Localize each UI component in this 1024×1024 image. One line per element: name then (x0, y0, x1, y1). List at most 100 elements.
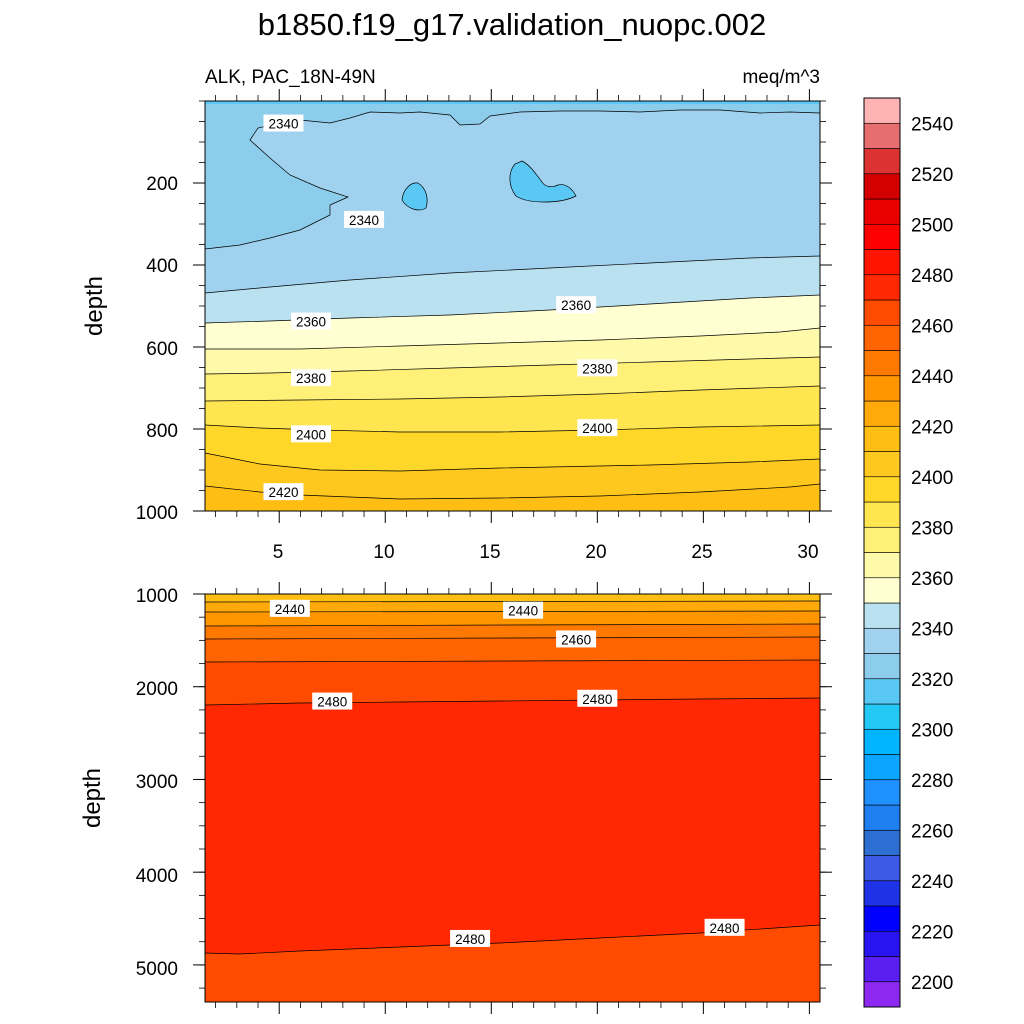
colorbar-tick-label: 2520 (911, 165, 953, 186)
top-xtick-label: 15 (479, 542, 500, 563)
top-ytick-label: 600 (146, 339, 178, 360)
bottom-ytick-label: 1000 (136, 586, 178, 607)
contour-label-text: 2360 (561, 298, 591, 313)
top-ytick-label: 400 (146, 256, 178, 277)
colorbar-box (863, 703, 901, 730)
top-panel: 2340 2340 2360 2360 2380 2380 2400 2400 2420 200… (81, 89, 832, 563)
subtitle-left: ALK, PAC_18N-49N (205, 67, 376, 88)
colorbar-tick-label: 2440 (911, 367, 953, 388)
contour-label: 2440 (503, 601, 544, 619)
contour-label-text: 2440 (508, 604, 538, 619)
contour-label: 2340 (263, 114, 304, 132)
chart-title: b1850.f19_g17.validation_nuopc.002 (258, 7, 767, 42)
colorbar-tick-label: 2480 (911, 266, 953, 287)
top-xtick-label: 5 (273, 542, 284, 563)
contour-label: 2480 (450, 929, 491, 947)
bottom-panel: 2440 2440 2460 2480 2480 2480 2480 1000 2000 3… (79, 582, 832, 1014)
colorbar-box (863, 249, 901, 276)
colorbar-box (863, 627, 901, 654)
contour-label-text: 2480 (710, 921, 740, 936)
colorbar-tick-label: 2460 (911, 316, 953, 337)
colorbar-box (863, 501, 901, 528)
colorbar-box (863, 400, 901, 427)
top-xtick-label: 25 (691, 542, 712, 563)
colorbar-box (863, 602, 901, 629)
contour-label: 2360 (291, 312, 332, 330)
bottom-ylabel: depth (79, 768, 106, 828)
colorbar-tick-label: 2340 (911, 619, 953, 640)
contour-label: 2480 (704, 918, 745, 936)
colorbar-box (863, 754, 901, 781)
colorbar-box (863, 956, 901, 983)
colorbar-box (863, 425, 901, 452)
contour-label-text: 2400 (582, 421, 612, 436)
top-xtick-label: 20 (585, 542, 606, 563)
fill-2320-2330-edge (205, 101, 820, 104)
colorbar-box (863, 97, 901, 124)
contour-label-text: 2340 (268, 117, 298, 132)
bottom-ytick-label: 2000 (136, 679, 178, 700)
bottom-axes: 1000 2000 3000 4000 5000 depth (79, 582, 832, 1014)
colorbar-tick-label: 2420 (911, 417, 953, 438)
bottom-contour-labels: 2440 2440 2460 2480 2480 2480 2480 (269, 599, 745, 947)
contour-label: 2400 (291, 425, 332, 443)
colorbar-box (863, 728, 901, 755)
colorbar: 2200 2220 2240 2260 2280 2300 2320 2340 2360 2380… (863, 97, 953, 1008)
colorbar-tick-label: 2400 (911, 468, 953, 489)
colorbar-tick-label: 2240 (911, 872, 953, 893)
contour-label: 2420 (263, 483, 304, 501)
fill-low-pool-left (402, 182, 428, 210)
contour-label: 2480 (312, 692, 353, 710)
colorbar-box (863, 829, 901, 856)
contour-label: 2400 (577, 419, 618, 437)
colorbar-box (863, 855, 901, 882)
contour-label: 2380 (291, 369, 332, 387)
fill-2330-2340 (205, 101, 820, 293)
colorbar-tick-label: 2360 (911, 569, 953, 590)
contour-label-text: 2420 (268, 485, 298, 500)
colorbar-tick-label: 2300 (911, 720, 953, 741)
colorbar-tick-label: 2220 (911, 922, 953, 943)
contour-label-text: 2380 (296, 371, 326, 386)
top-ylabel: depth (81, 276, 108, 336)
colorbar-box (863, 122, 901, 149)
bottom-panel-fills (205, 594, 820, 1002)
top-axes: 200 400 600 800 1000 5 10 15 20 25 30 de… (81, 89, 832, 563)
contour-label-text: 2400 (296, 427, 326, 442)
top-xtick-label: 10 (373, 542, 394, 563)
colorbar-box (863, 274, 901, 301)
colorbar-box (863, 375, 901, 402)
colorbar-box (863, 552, 901, 579)
bottom-ytick-label: 5000 (136, 959, 178, 980)
colorbar-box (863, 299, 901, 326)
contour-label-text: 2380 (582, 361, 612, 376)
top-panel-fills (205, 101, 820, 511)
bottom-ytick-label: 4000 (136, 866, 178, 887)
colorbar-box (863, 905, 901, 932)
fill-2480-2490 (205, 698, 820, 954)
colorbar-box (863, 779, 901, 806)
colorbar-tick-label: 2320 (911, 670, 953, 691)
colorbar-box (863, 451, 901, 478)
contour-label-text: 2460 (561, 632, 591, 647)
fill-low-pool-right (509, 161, 576, 202)
colorbar-box (863, 577, 901, 604)
top-xtick-label: 30 (797, 542, 818, 563)
colorbar-tick-label: 2200 (911, 973, 953, 994)
top-ytick-label: 200 (146, 174, 178, 195)
contour-label: 2340 (344, 210, 385, 228)
bottom-ytick-label: 3000 (136, 772, 178, 793)
colorbar-tick-label: 2540 (911, 114, 953, 135)
colorbar-tick-label: 2260 (911, 821, 953, 842)
colorbar-box (863, 804, 901, 831)
colorbar-tick-label: 2500 (911, 215, 953, 236)
contour-label: 2360 (556, 296, 597, 314)
colorbar-frame (863, 97, 901, 1008)
contour-label: 2380 (577, 359, 618, 377)
top-contour-labels: 2340 2340 2360 2360 2380 2380 2400 2400 2420 (263, 114, 618, 501)
colorbar-box (863, 324, 901, 351)
colorbar-box (863, 526, 901, 553)
contour-label-text: 2480 (582, 692, 612, 707)
contour-label: 2460 (556, 630, 597, 648)
colorbar-box (863, 930, 901, 957)
